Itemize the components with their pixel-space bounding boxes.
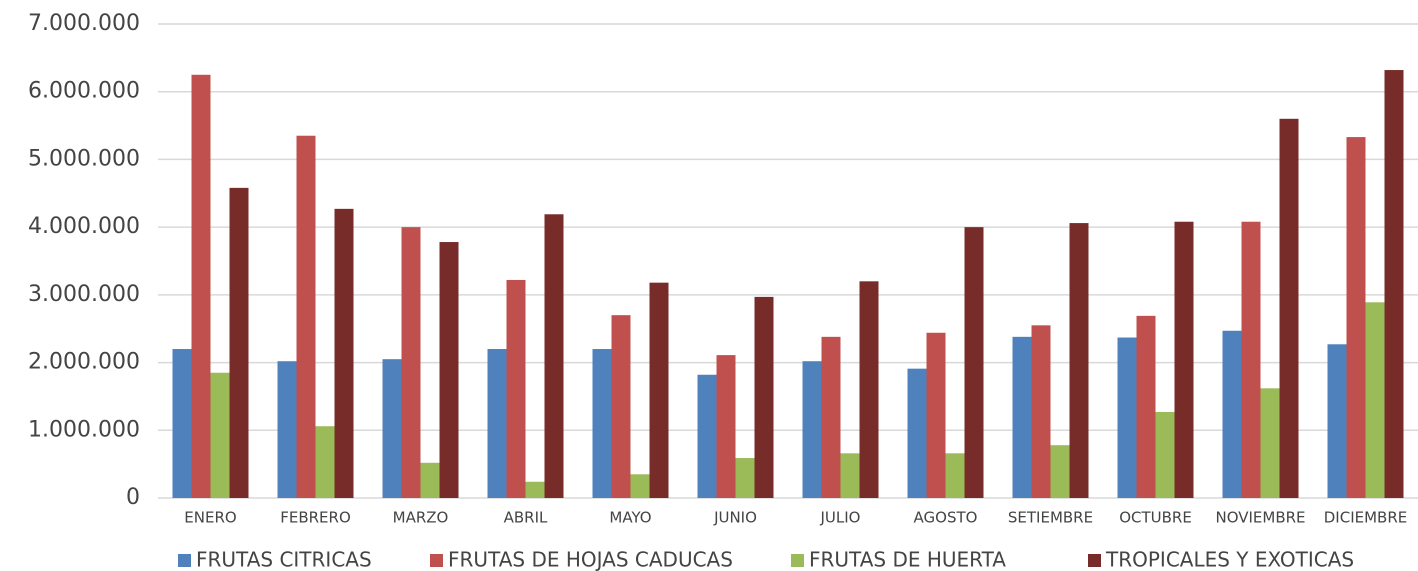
y-tick-label: 1.000.000 (28, 417, 140, 442)
bar (1155, 412, 1175, 498)
bar (630, 474, 650, 498)
bar (1241, 221, 1261, 498)
y-tick-label: 7.000.000 (28, 11, 140, 36)
legend-swatch (1088, 554, 1101, 567)
bar (382, 359, 402, 498)
bar (964, 227, 984, 498)
bar (1136, 315, 1156, 498)
bar (439, 242, 459, 498)
bar (649, 282, 669, 498)
bar (1222, 330, 1242, 498)
x-tick-label: OCTUBRE (1119, 509, 1192, 527)
bar (926, 332, 946, 498)
bar (907, 368, 927, 498)
bar (802, 361, 822, 498)
x-tick-label: JUNIO (713, 509, 757, 527)
bar (1346, 137, 1366, 498)
bar (1365, 302, 1385, 498)
x-tick-label: NOVIEMBRE (1215, 509, 1305, 527)
bar (334, 208, 354, 499)
bar (172, 349, 192, 498)
y-tick-label: 6.000.000 (28, 79, 140, 104)
legend-label: FRUTAS CITRICAS (196, 548, 372, 571)
bar (592, 349, 612, 498)
x-tick-label: FEBRERO (280, 509, 351, 527)
bar (945, 453, 965, 498)
bar (1031, 325, 1051, 498)
bar (840, 453, 860, 498)
bar (296, 135, 316, 498)
bar (859, 281, 879, 498)
bar (191, 74, 211, 499)
bar (611, 315, 631, 498)
bar (487, 349, 507, 498)
y-tick-label: 4.000.000 (28, 214, 140, 239)
legend-swatch (430, 554, 443, 567)
bar (401, 227, 421, 498)
x-tick-label: MAYO (609, 509, 651, 527)
y-tick-label: 2.000.000 (28, 350, 140, 375)
bar (1050, 445, 1070, 498)
bar (697, 374, 717, 498)
x-tick-label: JULIO (820, 509, 861, 527)
x-tick-label: ENERO (184, 509, 236, 527)
legend-label: FRUTAS DE HUERTA (809, 548, 1006, 571)
bar (210, 372, 230, 498)
bar (1384, 70, 1404, 498)
bar (506, 279, 526, 498)
x-tick-label: MARZO (393, 509, 449, 527)
y-tick-label: 5.000.000 (28, 146, 140, 171)
legend-swatch (178, 554, 191, 567)
y-tick-label: 3.000.000 (28, 282, 140, 307)
bar (716, 355, 736, 498)
bar (315, 426, 335, 498)
bar (1260, 388, 1280, 498)
x-tick-label: DICIEMBRE (1324, 509, 1407, 527)
bar (1327, 344, 1347, 498)
bar (525, 481, 545, 498)
bar (735, 458, 755, 498)
x-tick-label: SETIEMBRE (1008, 509, 1093, 527)
x-tick-label: ABRIL (504, 509, 548, 527)
bar (1174, 221, 1194, 498)
bar (821, 336, 841, 498)
bar (544, 214, 564, 498)
bar (1279, 118, 1299, 499)
bar (229, 187, 249, 498)
y-tick-label: 0 (126, 485, 140, 510)
bar (1012, 336, 1032, 498)
bar (754, 296, 774, 498)
bar (420, 462, 440, 498)
legend-label: TROPICALES Y EXOTICAS (1105, 548, 1354, 571)
bar (1117, 337, 1137, 498)
bar (277, 361, 297, 498)
legend-swatch (791, 554, 804, 567)
x-tick-label: AGOSTO (914, 509, 978, 527)
bar (1069, 223, 1089, 498)
legend-label: FRUTAS DE HOJAS CADUCAS (448, 548, 733, 571)
